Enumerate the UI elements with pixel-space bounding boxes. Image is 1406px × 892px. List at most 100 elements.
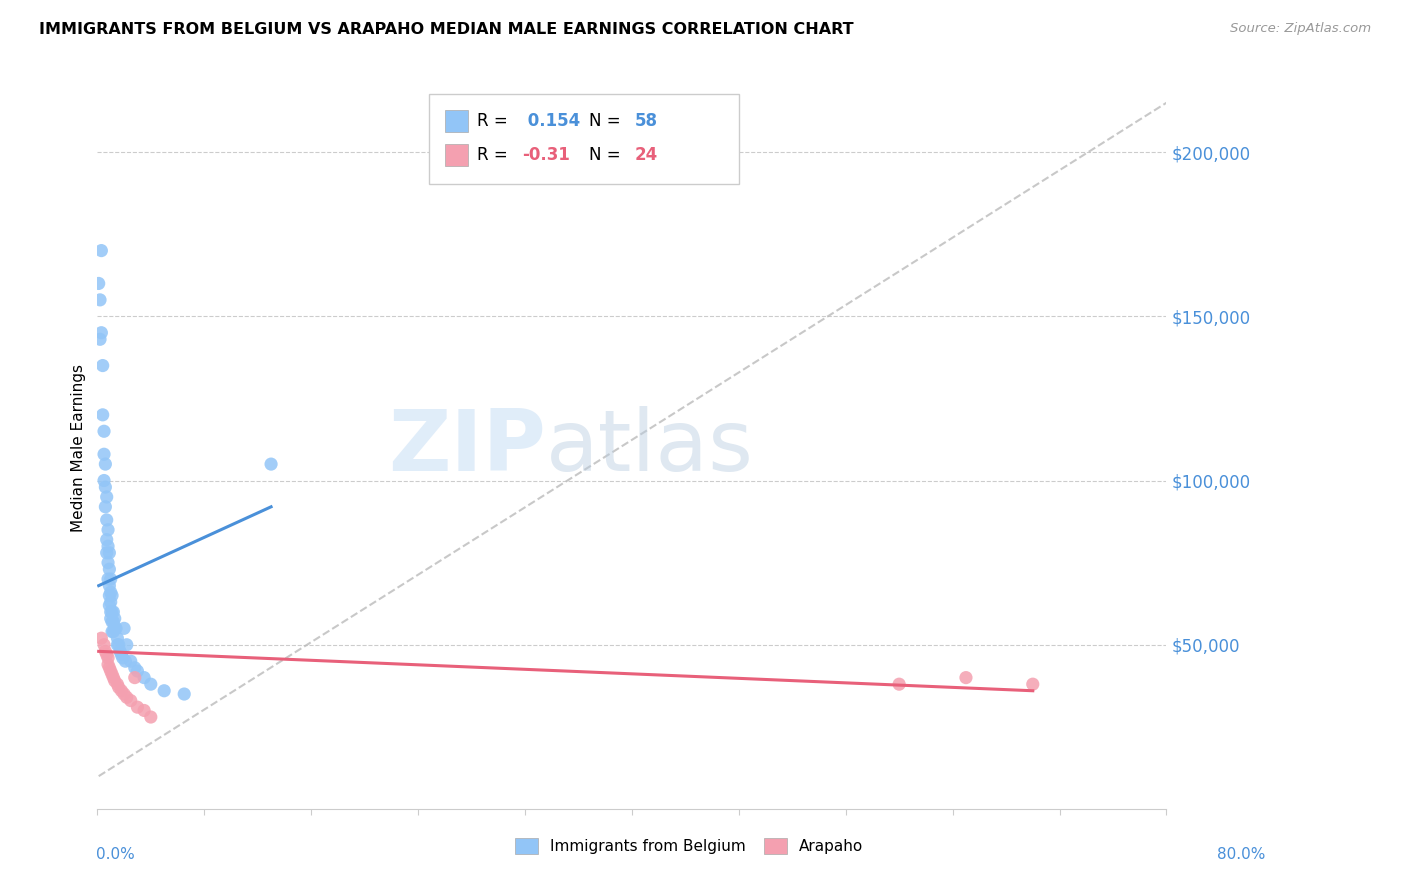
Point: [101, 615, 124, 629]
Point: [101, 589, 124, 603]
Point: [112, 687, 135, 701]
Point: [98, 661, 121, 675]
Point: [96, 490, 118, 504]
Point: [87, 277, 110, 291]
Point: [97, 523, 120, 537]
Point: [134, 671, 156, 685]
Point: [114, 654, 136, 668]
Point: [93, 424, 115, 438]
Point: [110, 683, 132, 698]
Text: 80.0%: 80.0%: [1218, 847, 1265, 862]
Point: [89, 332, 111, 346]
FancyBboxPatch shape: [429, 94, 738, 184]
Point: [96, 533, 118, 547]
Point: [105, 621, 128, 635]
Point: [100, 585, 122, 599]
Point: [90, 631, 112, 645]
Point: [127, 664, 149, 678]
Point: [127, 700, 149, 714]
Text: -0.31: -0.31: [522, 146, 569, 164]
Point: [104, 621, 127, 635]
Point: [94, 500, 117, 514]
Point: [955, 671, 977, 685]
Point: [100, 611, 122, 625]
Point: [124, 671, 146, 685]
Point: [104, 611, 127, 625]
Point: [101, 624, 124, 639]
Point: [101, 605, 124, 619]
Point: [97, 556, 120, 570]
Point: [103, 624, 125, 639]
Point: [100, 595, 122, 609]
Text: R =: R =: [477, 146, 513, 164]
Text: N =: N =: [589, 146, 626, 164]
Point: [134, 703, 156, 717]
Point: [103, 671, 125, 685]
Point: [105, 677, 128, 691]
Point: [90, 326, 112, 340]
Point: [260, 457, 283, 471]
Point: [139, 710, 162, 724]
Text: atlas: atlas: [547, 406, 755, 489]
Point: [96, 546, 118, 560]
Point: [107, 681, 129, 695]
Point: [1022, 677, 1045, 691]
Point: [111, 651, 134, 665]
Point: [96, 513, 118, 527]
Point: [120, 693, 142, 707]
FancyBboxPatch shape: [444, 111, 468, 132]
Point: [98, 589, 121, 603]
Point: [153, 683, 176, 698]
Point: [107, 638, 129, 652]
Point: [94, 644, 117, 658]
Point: [112, 621, 135, 635]
Point: [104, 673, 127, 688]
Point: [101, 667, 124, 681]
Text: 0.154: 0.154: [522, 112, 581, 130]
Point: [97, 657, 120, 672]
Point: [98, 579, 121, 593]
Text: 0.0%: 0.0%: [96, 847, 135, 862]
FancyBboxPatch shape: [444, 145, 468, 166]
Point: [97, 539, 120, 553]
Point: [115, 690, 138, 705]
Text: IMMIGRANTS FROM BELGIUM VS ARAPAHO MEDIAN MALE EARNINGS CORRELATION CHART: IMMIGRANTS FROM BELGIUM VS ARAPAHO MEDIA…: [39, 22, 853, 37]
Point: [90, 244, 112, 258]
Point: [94, 457, 117, 471]
Point: [97, 572, 120, 586]
Point: [94, 480, 117, 494]
Point: [93, 638, 115, 652]
Point: [98, 562, 121, 576]
Point: [98, 599, 121, 613]
Point: [139, 677, 162, 691]
Point: [100, 664, 122, 678]
Legend: Immigrants from Belgium, Arapaho: Immigrants from Belgium, Arapaho: [508, 830, 870, 862]
Point: [889, 677, 911, 691]
Point: [115, 638, 138, 652]
Point: [93, 447, 115, 461]
Text: 24: 24: [636, 146, 658, 164]
Point: [93, 474, 115, 488]
Point: [96, 648, 118, 662]
Point: [98, 546, 121, 560]
Text: N =: N =: [589, 112, 626, 130]
Y-axis label: Median Male Earnings: Median Male Earnings: [72, 364, 86, 532]
Point: [91, 408, 114, 422]
Point: [120, 654, 142, 668]
Point: [108, 644, 131, 658]
Point: [89, 293, 111, 307]
Point: [100, 605, 122, 619]
Text: Source: ZipAtlas.com: Source: ZipAtlas.com: [1230, 22, 1371, 36]
Point: [91, 359, 114, 373]
Text: R =: R =: [477, 112, 513, 130]
Text: ZIP: ZIP: [388, 406, 547, 489]
Point: [124, 661, 146, 675]
Point: [105, 631, 128, 645]
Point: [110, 648, 132, 662]
Point: [103, 605, 125, 619]
Point: [97, 651, 120, 665]
Point: [100, 572, 122, 586]
Point: [103, 615, 125, 629]
Point: [105, 638, 128, 652]
Point: [173, 687, 195, 701]
